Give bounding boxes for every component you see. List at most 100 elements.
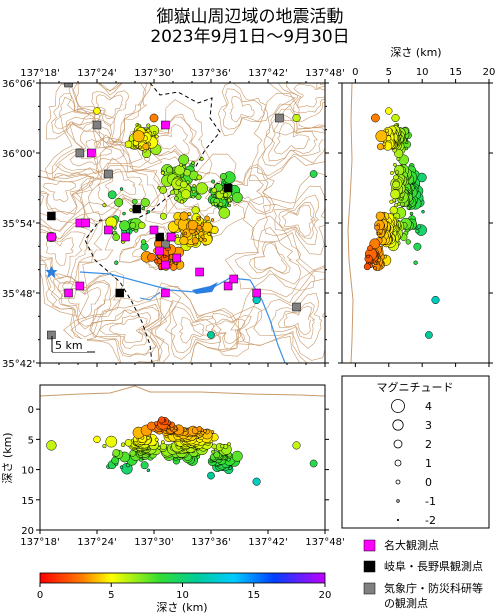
hypocenter-marker-ns	[231, 450, 243, 462]
epicenter-marker	[183, 169, 191, 177]
station-legend-label: の観測点	[384, 596, 428, 610]
station-jma-nied	[292, 302, 301, 312]
hypocenter-marker-ew	[413, 242, 422, 251]
magnitude-legend-symbol	[393, 439, 403, 449]
epicenter-marker	[223, 192, 229, 198]
map-lon-tick: 137°48'	[305, 68, 345, 79]
station-nagoya-univ	[64, 288, 73, 298]
hypocenter-marker-ns	[227, 442, 231, 447]
east-depth-tick: 0	[352, 67, 358, 78]
epicenter-marker	[152, 130, 157, 135]
map-period: 2023年9月1日～9月30日	[150, 27, 350, 47]
magnitude-legend-symbol	[392, 419, 404, 431]
epicenter-marker	[138, 221, 146, 230]
hypocenter-marker-ew	[393, 162, 397, 167]
hypocenter-marker-ew	[405, 239, 411, 245]
topography-profile-south	[39, 385, 326, 397]
station-nagoya-univ	[75, 281, 85, 291]
station-nagoya-univ	[172, 253, 182, 263]
magnitude-legend-symbol	[396, 518, 400, 522]
south-section-axis-label: 深さ (km)	[1, 432, 14, 483]
station-prefecture	[47, 211, 56, 221]
scale-bar-label: 5 km	[55, 339, 83, 352]
station-nagoya-univ	[229, 274, 239, 284]
hypocenter-marker-ew	[431, 295, 440, 305]
epicenter-marker	[218, 201, 224, 207]
east-depth-tick: 10	[416, 67, 429, 78]
map-lat-tick: 35°54'	[2, 219, 35, 230]
magnitude-legend-label: 3	[425, 419, 432, 432]
colorbar-tick: 5	[108, 590, 114, 601]
colorbar-tick: 20	[319, 590, 332, 601]
dam-marker-icon	[45, 266, 58, 278]
magnitude-legend-symbol	[394, 459, 402, 467]
epicenter-marker	[162, 254, 167, 259]
hypocenter-marker-ns	[210, 430, 215, 434]
prefectural-boundary	[84, 83, 221, 363]
epicenter-marker	[199, 157, 204, 161]
epicenter-marker	[219, 173, 227, 180]
map-lat-tick: 36°06'	[2, 79, 35, 90]
magnitude-legend-label: -1	[425, 495, 436, 508]
east-depth-tick: 15	[449, 67, 462, 78]
map-lon-tick: 137°18'	[20, 68, 60, 79]
epicenter-marker	[146, 123, 151, 128]
hypocenter-marker-ew	[421, 209, 425, 214]
hypocenter-marker-ew	[396, 157, 401, 161]
hypocenter-marker-ns	[183, 428, 188, 432]
south-lon-tick: 137°36'	[191, 537, 231, 548]
epicenter-marker	[146, 209, 151, 214]
epicenter-marker	[218, 207, 231, 219]
epicenter-marker	[169, 189, 175, 195]
station-prefecture	[132, 204, 142, 214]
hypocenter-marker-ns	[158, 416, 166, 424]
epicenter-marker	[140, 239, 147, 245]
epicenter-marker	[129, 208, 133, 212]
hypocenter-marker-ns	[173, 426, 178, 431]
east-depth-tick: 5	[386, 67, 392, 78]
hypocenter-marker-ns	[93, 435, 101, 444]
reservoir	[192, 282, 218, 294]
magnitude-legend: マグニチュード 4 3 2 1 0 -1 -2	[341, 375, 490, 529]
epicenter-marker	[210, 218, 215, 222]
epicenter-marker	[93, 107, 101, 115]
station-nagoya-univ	[121, 232, 130, 242]
epicenter-marker	[198, 237, 204, 242]
hypocenter-marker-ew	[389, 206, 398, 215]
hypocenter-marker-ns	[292, 441, 301, 450]
colorbar-tick: 0	[37, 590, 43, 601]
river-branch	[139, 291, 161, 301]
magnitude-legend-title: マグニチュード	[377, 380, 454, 394]
hypocenter-marker-ns	[252, 477, 261, 486]
east-depth-tick: 20	[483, 67, 496, 78]
station-legend-label: 岐阜・長野県観測点	[384, 559, 483, 573]
epicenter-marker	[124, 140, 133, 149]
map-lat-tick: 35°48'	[2, 289, 35, 300]
epicenter-marker	[195, 182, 208, 195]
epicenter-marker	[119, 187, 124, 191]
epicenter-map: 137°18' 137°24' 137°30' 137°36' 137°42' 137°4…	[2, 68, 493, 370]
station-jma-nied	[161, 239, 170, 249]
epicenter-marker	[141, 206, 146, 211]
epicenter-marker	[203, 238, 207, 242]
hypocenter-marker-ew	[394, 203, 399, 208]
hypocenter-marker-ew	[366, 254, 370, 259]
colorbar-tick: 15	[247, 590, 260, 601]
epicenter-marker	[179, 236, 189, 246]
epicenter-marker	[231, 192, 243, 203]
hypocenter-marker-ns	[46, 440, 57, 451]
epicenter-marker	[157, 185, 162, 190]
epicenter-marker	[147, 252, 156, 262]
map-title: 御嶽山周辺域の地震活動	[156, 7, 344, 27]
epicenter-marker	[197, 217, 201, 222]
epicenter-marker	[165, 166, 173, 174]
hypocenter-marker-ew	[376, 143, 384, 151]
station-jma-nied	[92, 120, 102, 130]
epicenter-marker	[131, 198, 138, 205]
hypocenter-marker-ew	[425, 331, 433, 339]
hypocenter-marker-ew	[375, 211, 385, 221]
station-legend-label: 気象庁・防災科研等	[384, 581, 483, 595]
station-nagoya-univ	[161, 260, 170, 270]
epicenter-marker	[146, 128, 151, 133]
